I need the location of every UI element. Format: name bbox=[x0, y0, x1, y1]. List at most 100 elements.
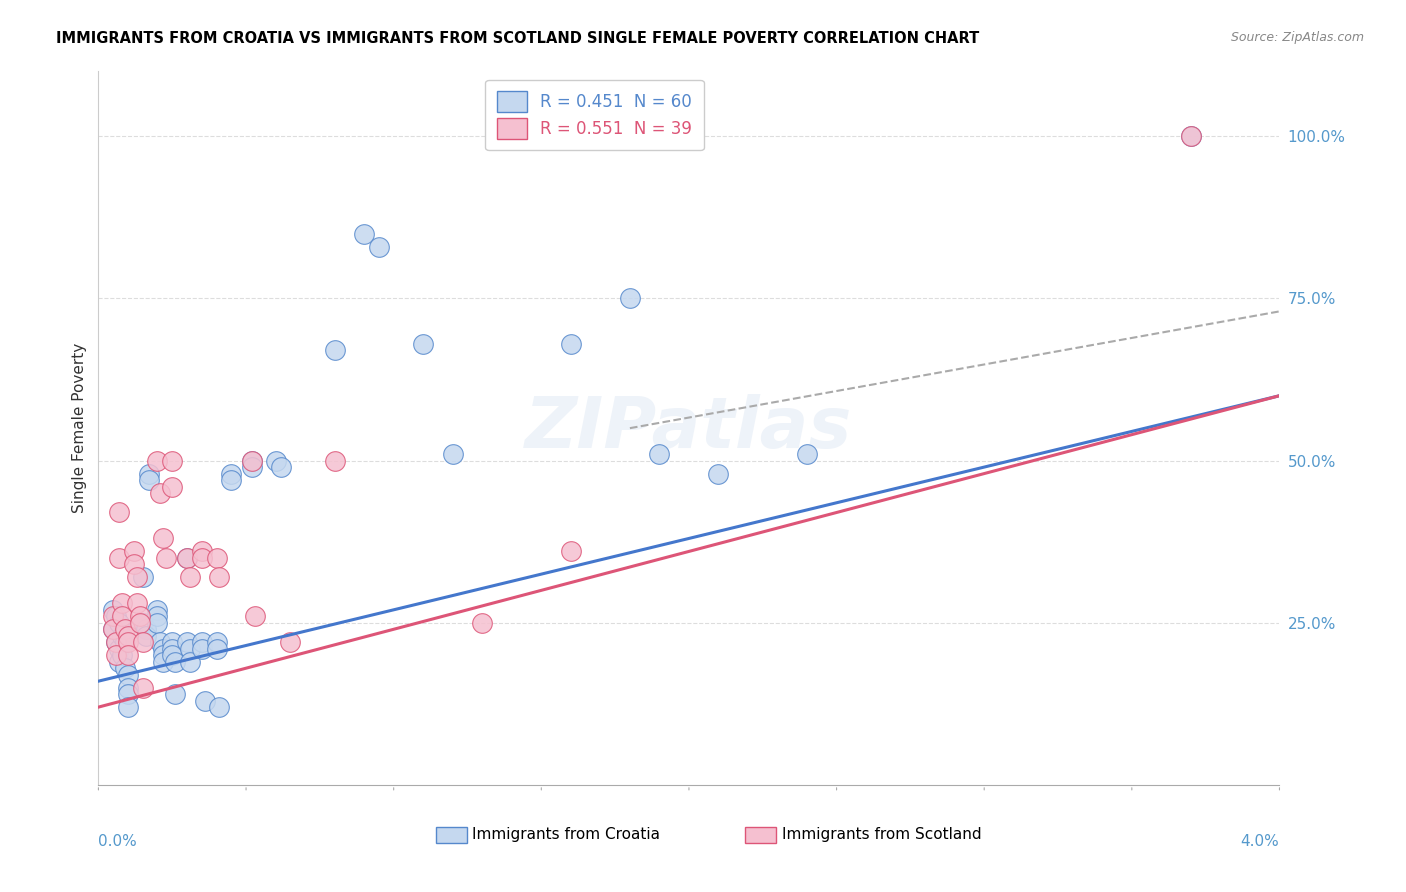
Point bbox=[146, 609, 169, 624]
Point bbox=[108, 641, 131, 656]
Text: Source: ZipAtlas.com: Source: ZipAtlas.com bbox=[1230, 31, 1364, 45]
Point bbox=[191, 641, 214, 656]
Point bbox=[205, 641, 228, 656]
Point bbox=[208, 700, 231, 714]
Point bbox=[138, 467, 160, 481]
Point bbox=[122, 558, 145, 572]
Point bbox=[179, 641, 201, 656]
Point bbox=[240, 453, 263, 467]
Point bbox=[117, 629, 139, 643]
Point bbox=[367, 239, 389, 253]
Point bbox=[441, 447, 464, 461]
Point bbox=[114, 622, 136, 636]
Point bbox=[135, 622, 157, 636]
Point bbox=[117, 687, 139, 701]
Point bbox=[128, 615, 150, 630]
Point bbox=[1180, 129, 1202, 144]
Point bbox=[205, 550, 228, 565]
Point bbox=[117, 635, 139, 649]
Point bbox=[152, 641, 174, 656]
Point bbox=[353, 227, 375, 241]
Point bbox=[105, 635, 128, 649]
Point bbox=[323, 453, 346, 467]
Point bbox=[114, 661, 136, 675]
Point bbox=[165, 655, 187, 669]
Point bbox=[103, 609, 125, 624]
Text: 0.0%: 0.0% bbox=[98, 834, 138, 848]
Point bbox=[146, 615, 169, 630]
Point bbox=[132, 635, 155, 649]
Text: Immigrants from Scotland: Immigrants from Scotland bbox=[782, 828, 981, 842]
Point bbox=[103, 622, 125, 636]
Point bbox=[162, 453, 183, 467]
Point bbox=[243, 609, 266, 624]
Point bbox=[149, 635, 172, 649]
Point bbox=[132, 615, 155, 630]
Point bbox=[103, 603, 125, 617]
Point bbox=[219, 467, 242, 481]
Y-axis label: Single Female Poverty: Single Female Poverty bbox=[72, 343, 87, 513]
Point bbox=[208, 570, 231, 584]
Point bbox=[117, 681, 139, 695]
Point bbox=[179, 570, 201, 584]
Point bbox=[108, 655, 131, 669]
Point bbox=[796, 447, 818, 461]
Text: ZIPatlas: ZIPatlas bbox=[526, 393, 852, 463]
Point bbox=[105, 635, 128, 649]
Point bbox=[240, 453, 263, 467]
Point bbox=[560, 336, 582, 351]
Point bbox=[412, 336, 434, 351]
Point bbox=[114, 635, 136, 649]
Text: 4.0%: 4.0% bbox=[1240, 834, 1279, 848]
Text: Immigrants from Croatia: Immigrants from Croatia bbox=[472, 828, 661, 842]
Point bbox=[105, 609, 128, 624]
Point bbox=[179, 655, 201, 669]
Point bbox=[117, 648, 139, 663]
Point bbox=[648, 447, 671, 461]
Point bbox=[323, 343, 346, 358]
Point bbox=[560, 544, 582, 558]
Point bbox=[240, 460, 263, 475]
Point bbox=[132, 570, 155, 584]
Point bbox=[105, 648, 128, 663]
Point bbox=[471, 615, 494, 630]
Point bbox=[191, 635, 214, 649]
Point bbox=[122, 544, 145, 558]
Point bbox=[176, 550, 198, 565]
Point bbox=[117, 667, 139, 681]
Point bbox=[152, 655, 174, 669]
Point bbox=[176, 550, 198, 565]
Point bbox=[146, 453, 169, 467]
Point bbox=[146, 603, 169, 617]
Point bbox=[149, 486, 172, 500]
Text: IMMIGRANTS FROM CROATIA VS IMMIGRANTS FROM SCOTLAND SINGLE FEMALE POVERTY CORREL: IMMIGRANTS FROM CROATIA VS IMMIGRANTS FR… bbox=[56, 31, 980, 46]
Point bbox=[138, 473, 160, 487]
Point bbox=[135, 629, 157, 643]
Point bbox=[162, 648, 183, 663]
Point bbox=[162, 635, 183, 649]
Point bbox=[191, 544, 214, 558]
Point bbox=[619, 292, 641, 306]
Point bbox=[155, 550, 177, 565]
Point bbox=[125, 596, 148, 610]
Point bbox=[270, 460, 292, 475]
Point bbox=[162, 641, 183, 656]
Point bbox=[111, 609, 134, 624]
Point bbox=[194, 693, 217, 707]
Point bbox=[152, 532, 174, 546]
Point bbox=[108, 550, 131, 565]
Point bbox=[117, 700, 139, 714]
Point bbox=[108, 615, 131, 630]
Point bbox=[108, 506, 131, 520]
Point bbox=[264, 453, 287, 467]
Point bbox=[111, 596, 134, 610]
Legend: R = 0.451  N = 60, R = 0.551  N = 39: R = 0.451 N = 60, R = 0.551 N = 39 bbox=[485, 79, 704, 151]
Point bbox=[278, 635, 302, 649]
Point bbox=[165, 687, 187, 701]
Point bbox=[132, 681, 155, 695]
Point bbox=[152, 648, 174, 663]
Point bbox=[128, 609, 150, 624]
Point bbox=[219, 473, 242, 487]
Point bbox=[1180, 129, 1202, 144]
Point bbox=[111, 629, 134, 643]
